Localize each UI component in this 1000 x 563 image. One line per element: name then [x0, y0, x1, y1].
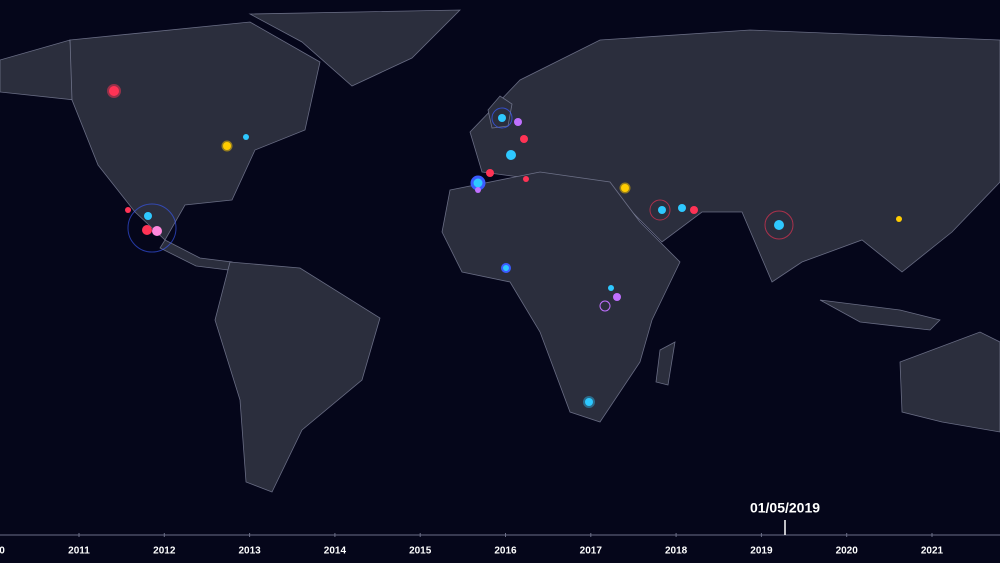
marker: [475, 187, 481, 193]
event-markers: [107, 84, 902, 408]
marker: [520, 135, 528, 143]
timeline-year: 2017: [580, 546, 603, 557]
timeline-year: 2014: [324, 546, 347, 557]
madagascar: [655, 341, 676, 386]
marker: [127, 203, 177, 253]
timeline-year: 2021: [921, 546, 944, 557]
marker: [649, 199, 671, 221]
marker: [142, 225, 152, 235]
marker: [896, 216, 902, 222]
north-america: [69, 21, 321, 241]
timeline-year: 2011: [68, 546, 90, 557]
marker: [491, 107, 513, 129]
indonesia: [819, 299, 941, 331]
marker: [678, 204, 686, 212]
marker: [774, 220, 784, 230]
marker: [599, 300, 611, 312]
timeline-year: 2013: [238, 546, 261, 557]
timeline: 01/05/2019 2010 2011 2012 2013 2014 2015 2016 2…: [0, 500, 1000, 557]
timeline-year: 2012: [153, 546, 176, 557]
marker: [613, 293, 621, 301]
marker: [243, 134, 249, 140]
timeline-year: 2015: [409, 546, 432, 557]
marker: [107, 84, 121, 98]
marker: [523, 176, 529, 182]
marker: [498, 114, 506, 122]
australia: [899, 331, 1000, 433]
marker: [486, 169, 494, 177]
marker: [152, 226, 162, 236]
current-date: 01/05/2019: [750, 500, 820, 516]
marker: [506, 150, 516, 160]
africa: [441, 171, 681, 423]
greenland: [248, 9, 461, 87]
marker: [501, 263, 511, 273]
marker: [125, 207, 131, 213]
marker: [764, 210, 794, 240]
south-america: [214, 261, 381, 493]
timeline-year: 2019: [750, 546, 773, 557]
marker: [690, 206, 698, 214]
marker: [608, 285, 614, 291]
timeline-year: 2018: [665, 546, 688, 557]
marker: [514, 118, 522, 126]
timeline-year: 2010: [0, 546, 5, 557]
marker: [583, 396, 595, 408]
marker: [221, 140, 233, 152]
marker: [619, 182, 631, 194]
timeline-year: 2020: [836, 546, 859, 557]
timeline-year: 2016: [494, 546, 517, 557]
marker: [658, 206, 666, 214]
uk: [487, 95, 513, 129]
marker: [144, 212, 152, 220]
landmasses: [0, 9, 1000, 493]
